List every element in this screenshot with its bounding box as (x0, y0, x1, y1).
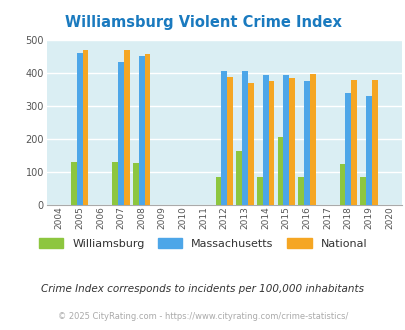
Text: © 2025 CityRating.com - https://www.cityrating.com/crime-statistics/: © 2025 CityRating.com - https://www.city… (58, 312, 347, 321)
Bar (227, 77, 232, 205)
Bar (309, 74, 315, 205)
Bar (133, 163, 139, 205)
Bar (247, 83, 253, 205)
Bar (345, 93, 350, 205)
Bar (350, 80, 356, 205)
Bar (71, 162, 77, 205)
Text: Williamsburg Violent Crime Index: Williamsburg Violent Crime Index (64, 15, 341, 30)
Text: Crime Index corresponds to incidents per 100,000 inhabitants: Crime Index corresponds to incidents per… (41, 284, 364, 294)
Bar (268, 81, 274, 205)
Bar (241, 71, 247, 205)
Bar (365, 96, 371, 205)
Bar (215, 177, 221, 205)
Bar (256, 177, 262, 205)
Bar (144, 54, 150, 205)
Bar (339, 164, 345, 205)
Bar (288, 78, 294, 205)
Bar (262, 75, 268, 205)
Bar (303, 81, 309, 205)
Bar (139, 56, 144, 205)
Bar (83, 50, 88, 205)
Bar (298, 177, 303, 205)
Bar (277, 137, 283, 205)
Bar (112, 162, 118, 205)
Bar (221, 71, 227, 205)
Bar (77, 53, 83, 205)
Bar (359, 177, 365, 205)
Bar (371, 80, 377, 205)
Bar (118, 62, 124, 205)
Legend: Williamsburg, Massachusetts, National: Williamsburg, Massachusetts, National (34, 234, 371, 253)
Bar (124, 50, 130, 205)
Bar (283, 75, 288, 205)
Bar (236, 151, 241, 205)
